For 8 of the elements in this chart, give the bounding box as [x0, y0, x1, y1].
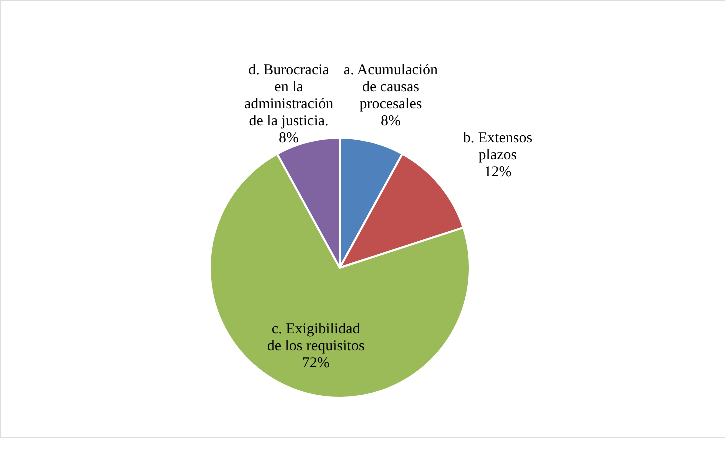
data-label: 8% [279, 130, 300, 146]
slice-label: c. Exigibilidad de los requisitos [267, 321, 365, 354]
slice-label: a. Acumulación de causas procesales [344, 62, 439, 112]
data-label: 12% [484, 164, 512, 180]
data-label: 8% [380, 113, 401, 130]
slice-label: b. Extensos plazos [463, 130, 533, 164]
data-label: 72% [302, 355, 330, 372]
slice-label: d. Burocracia en la administración de la justicia. [244, 62, 334, 130]
